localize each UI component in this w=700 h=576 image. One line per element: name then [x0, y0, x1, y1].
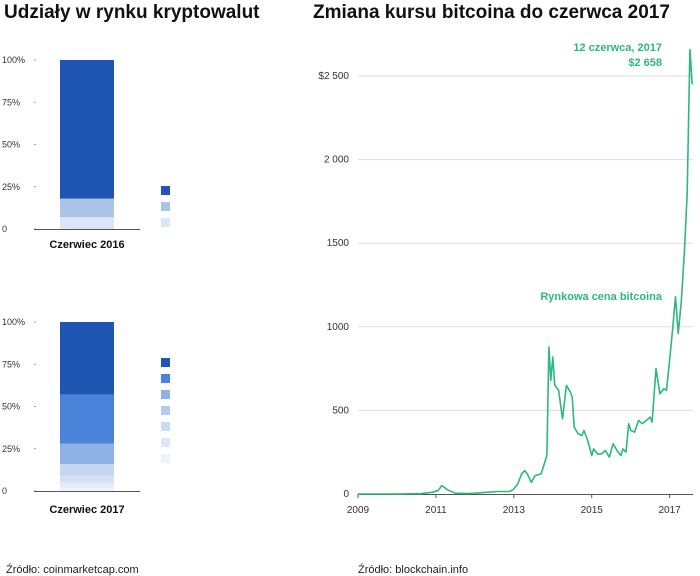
- legend-swatch: [161, 218, 170, 227]
- legend-swatch: [161, 438, 170, 447]
- y-tick-label: $2 500: [318, 71, 349, 82]
- x-tick-label: 2011: [425, 505, 447, 516]
- y-tick-label: 0: [2, 486, 7, 496]
- y-tick-label: 1000: [327, 322, 350, 333]
- y-tick-label: 1500: [327, 238, 350, 249]
- bar-segment: [60, 475, 114, 483]
- y-tick-label: 2 000: [324, 155, 349, 166]
- x-tick-label: 2013: [503, 505, 526, 516]
- bar-segment: [60, 217, 114, 229]
- bar-segment: [60, 463, 114, 476]
- y-tick-label: 50%: [2, 402, 20, 412]
- x-tick-label: 2015: [581, 505, 604, 516]
- y-tick-label: 0: [2, 224, 7, 234]
- bar-segment: [60, 487, 114, 491]
- category-label: Czerwiec 2016: [49, 239, 124, 251]
- category-label: Czerwiec 2017: [49, 504, 124, 516]
- y-tick-label: 500: [332, 405, 349, 416]
- bar-segment: [60, 60, 114, 199]
- peak-value-label: $2 658: [628, 57, 662, 69]
- bar-segment: [60, 443, 114, 464]
- source-right: Źródło: blockchain.info: [358, 564, 469, 576]
- source-left: Źródło: coinmarketcap.com: [6, 564, 139, 576]
- x-tick-label: 2009: [347, 505, 370, 516]
- legend-swatch: [161, 406, 170, 415]
- y-tick-label: 0: [343, 489, 349, 500]
- bar-segment: [60, 482, 114, 488]
- bar-segment: [60, 322, 114, 395]
- legend-swatch: [161, 390, 170, 399]
- price-line: [358, 48, 693, 495]
- y-tick-label: 100%: [2, 55, 25, 65]
- y-tick-label: 50%: [2, 140, 20, 150]
- right-chart-title: Zmiana kursu bitcoina do czerwca 2017: [313, 2, 670, 23]
- y-tick-label: 75%: [2, 97, 20, 107]
- peak-date-label: 12 czerwca, 2017: [573, 42, 662, 54]
- legend-swatch: [161, 202, 170, 211]
- y-tick-label: 25%: [2, 444, 20, 454]
- legend-swatch: [161, 422, 170, 431]
- legend-swatch: [161, 186, 170, 195]
- y-tick-label: 100%: [2, 317, 25, 327]
- legend-swatch: [161, 358, 170, 367]
- y-tick-label: 25%: [2, 182, 20, 192]
- line-label: Rynkowa cena bitcoina: [540, 291, 663, 303]
- legend-swatch: [161, 374, 170, 383]
- bar-segment: [60, 198, 114, 218]
- bar-segment: [60, 394, 114, 444]
- x-tick-label: 2017: [659, 505, 682, 516]
- legend-swatch: [161, 454, 170, 463]
- left-chart-title: Udziały w rynku kryptowalut: [4, 2, 260, 23]
- y-tick-label: 75%: [2, 359, 20, 369]
